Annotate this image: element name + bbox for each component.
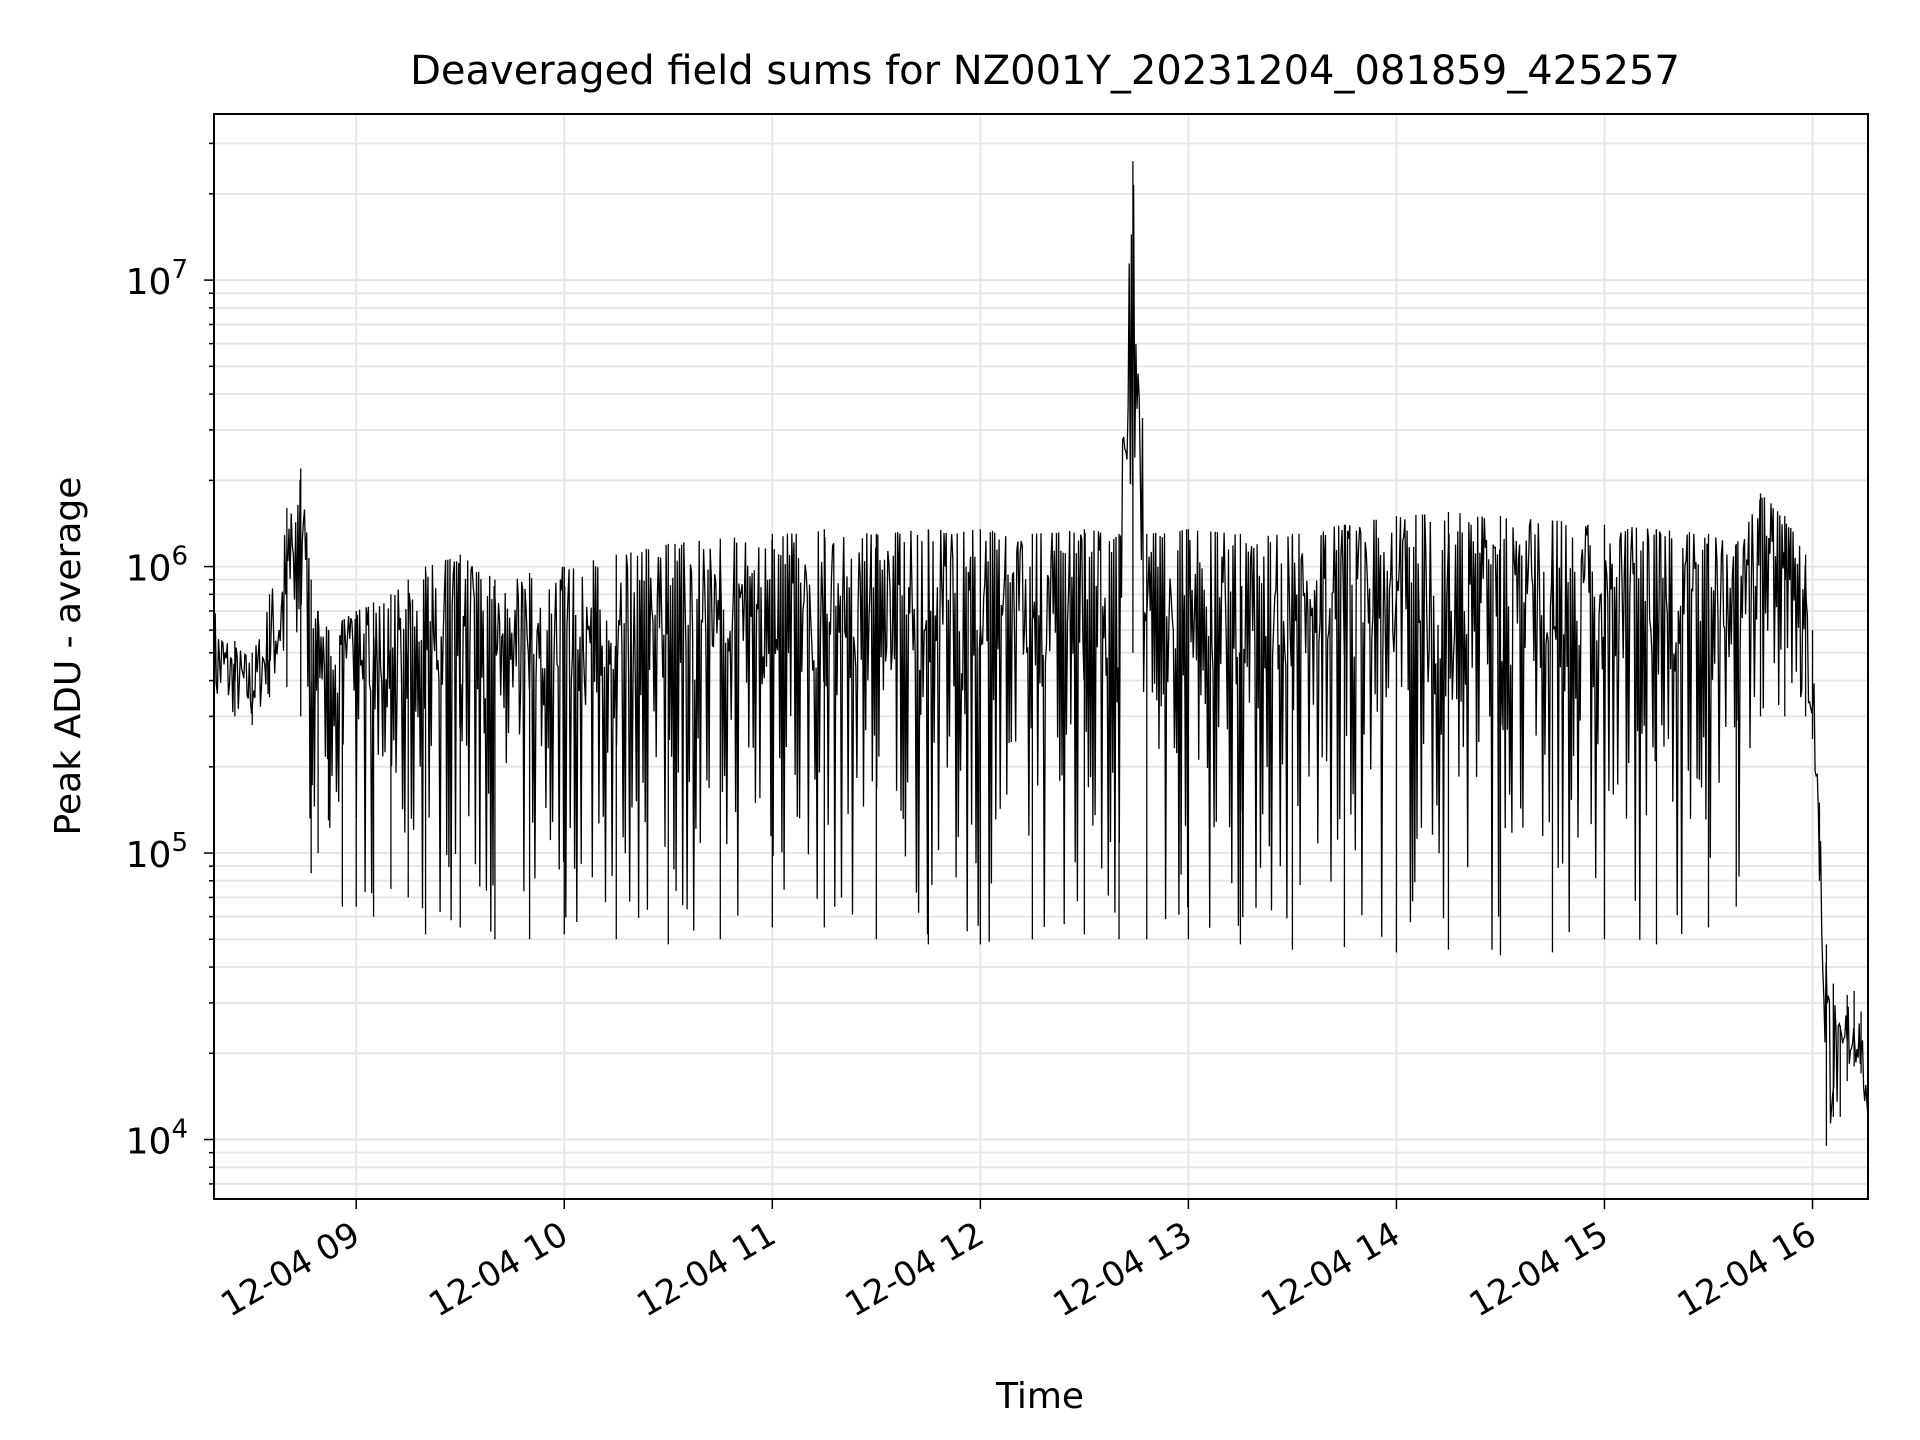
y-tick-label-exponent: 6 xyxy=(171,542,188,572)
chart-title: Deaveraged field sums for NZ001Y_2023120… xyxy=(410,48,1680,94)
x-axis-label: Time xyxy=(995,1376,1084,1417)
data-series xyxy=(213,161,1869,1146)
y-tick-label-exponent: 4 xyxy=(171,1115,188,1145)
y-tick-label: 104 xyxy=(126,1115,188,1163)
y-tick-label-exponent: 7 xyxy=(171,255,188,285)
y-tick-label-base: 10 xyxy=(126,835,172,876)
y-tick-label: 106 xyxy=(126,542,188,590)
y-tick-label-exponent: 5 xyxy=(171,828,188,858)
y-tick-label: 105 xyxy=(126,828,188,876)
series-line xyxy=(213,184,1869,1124)
y-axis-label: Peak ADU - average xyxy=(48,477,89,836)
y-tick-label-base: 10 xyxy=(126,262,172,303)
y-tick-label-base: 10 xyxy=(126,1122,172,1163)
y-tick-label-base: 10 xyxy=(126,549,172,590)
y-tick-label: 107 xyxy=(126,255,188,303)
plot-frame xyxy=(213,113,1869,1200)
